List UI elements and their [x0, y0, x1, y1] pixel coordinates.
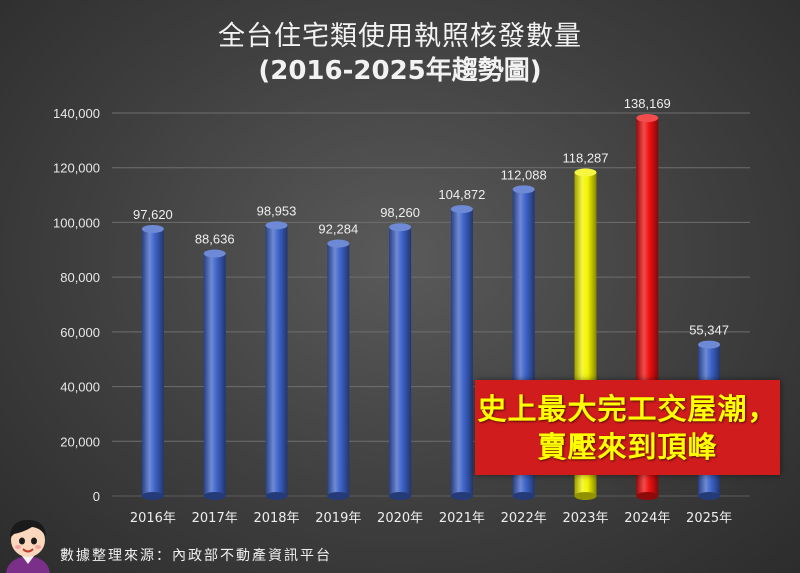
value-label: 92,284: [318, 222, 358, 237]
x-tick-label: 2025年: [686, 511, 732, 526]
x-axis-ticks: 2016年 2017年 2018年 2019年 2020年 2021年 2022年 2023年…: [130, 511, 732, 526]
x-tick-label: 2024年: [624, 511, 670, 526]
bar: [265, 221, 288, 500]
bar-base: [636, 492, 659, 500]
x-tick-label: 2020年: [377, 511, 423, 526]
bar-base: [574, 492, 597, 500]
bar-base: [450, 492, 473, 500]
bar-top: [512, 185, 535, 194]
x-tick-label: 2022年: [501, 511, 547, 526]
bar-body: [265, 225, 288, 497]
callout-line-2: 賣壓來到頂峰: [537, 429, 718, 464]
y-tick-label: 140,000: [53, 106, 100, 121]
bar: [141, 224, 164, 500]
callout-box: 史上最大完工交屋潮， 賣壓來到頂峰: [475, 380, 780, 475]
y-tick-label: 100,000: [53, 215, 100, 230]
y-tick-label: 60,000: [60, 325, 100, 340]
value-label: 118,287: [562, 150, 608, 165]
bar-base: [203, 492, 226, 500]
bar-top: [203, 249, 226, 258]
value-label: 138,169: [624, 96, 671, 111]
chart-subtitle: (2016-2025年趨勢圖): [258, 56, 542, 86]
bar: [450, 205, 473, 500]
bar-top: [698, 340, 721, 349]
callout-line-1: 史上最大完工交屋潮，: [477, 391, 778, 426]
x-tick-label: 2017年: [192, 511, 238, 526]
bar-body: [141, 228, 164, 496]
y-tick-label: 80,000: [60, 270, 100, 285]
cartoon-avatar-icon: [6, 520, 50, 573]
bar-top: [141, 224, 164, 233]
bar-base: [141, 492, 164, 500]
bar-top: [265, 221, 288, 230]
bar: [389, 223, 412, 500]
bar: [327, 239, 350, 500]
y-tick-label: 120,000: [53, 161, 100, 176]
bar-base: [327, 492, 350, 500]
bar-body: [450, 209, 473, 497]
value-label: 104,872: [438, 187, 485, 202]
bar-body: [327, 243, 350, 496]
x-tick-label: 2018年: [253, 511, 299, 526]
bar-base: [512, 492, 535, 500]
x-tick-label: 2023年: [562, 511, 608, 526]
value-label: 98,953: [257, 203, 297, 218]
y-tick-label: 0: [93, 489, 100, 504]
bar-top: [389, 223, 412, 232]
value-labels: 97,620 88,636 98,953 92,284 98,260 104,872 112…: [133, 96, 729, 338]
bar-base: [698, 492, 721, 500]
value-label: 98,260: [380, 205, 420, 220]
x-tick-label: 2019年: [315, 511, 361, 526]
y-tick-label: 40,000: [60, 380, 100, 395]
bar-base: [389, 492, 412, 500]
bar-top: [636, 114, 659, 123]
value-label: 88,636: [195, 232, 235, 247]
bar-body: [389, 227, 412, 496]
y-axis-ticks: 0 20,000 40,000 60,000 80,000 100,000 120,000 1…: [53, 106, 100, 504]
value-label: 97,620: [133, 207, 173, 222]
bar-base: [265, 492, 288, 500]
bar-top: [574, 168, 597, 177]
bar-top: [327, 239, 350, 248]
chart-title: 全台住宅類使用執照核發數量: [218, 21, 582, 52]
value-label: 112,088: [501, 167, 547, 182]
x-tick-label: 2021年: [439, 511, 485, 526]
data-source-note: 數據整理來源：內政部不動產資訊平台: [60, 548, 332, 564]
bar-body: [203, 253, 226, 496]
bar-top: [450, 205, 473, 214]
x-tick-label: 2016年: [130, 511, 176, 526]
y-tick-label: 20,000: [60, 434, 100, 449]
value-label: 55,347: [689, 323, 729, 338]
bar: [203, 249, 226, 500]
